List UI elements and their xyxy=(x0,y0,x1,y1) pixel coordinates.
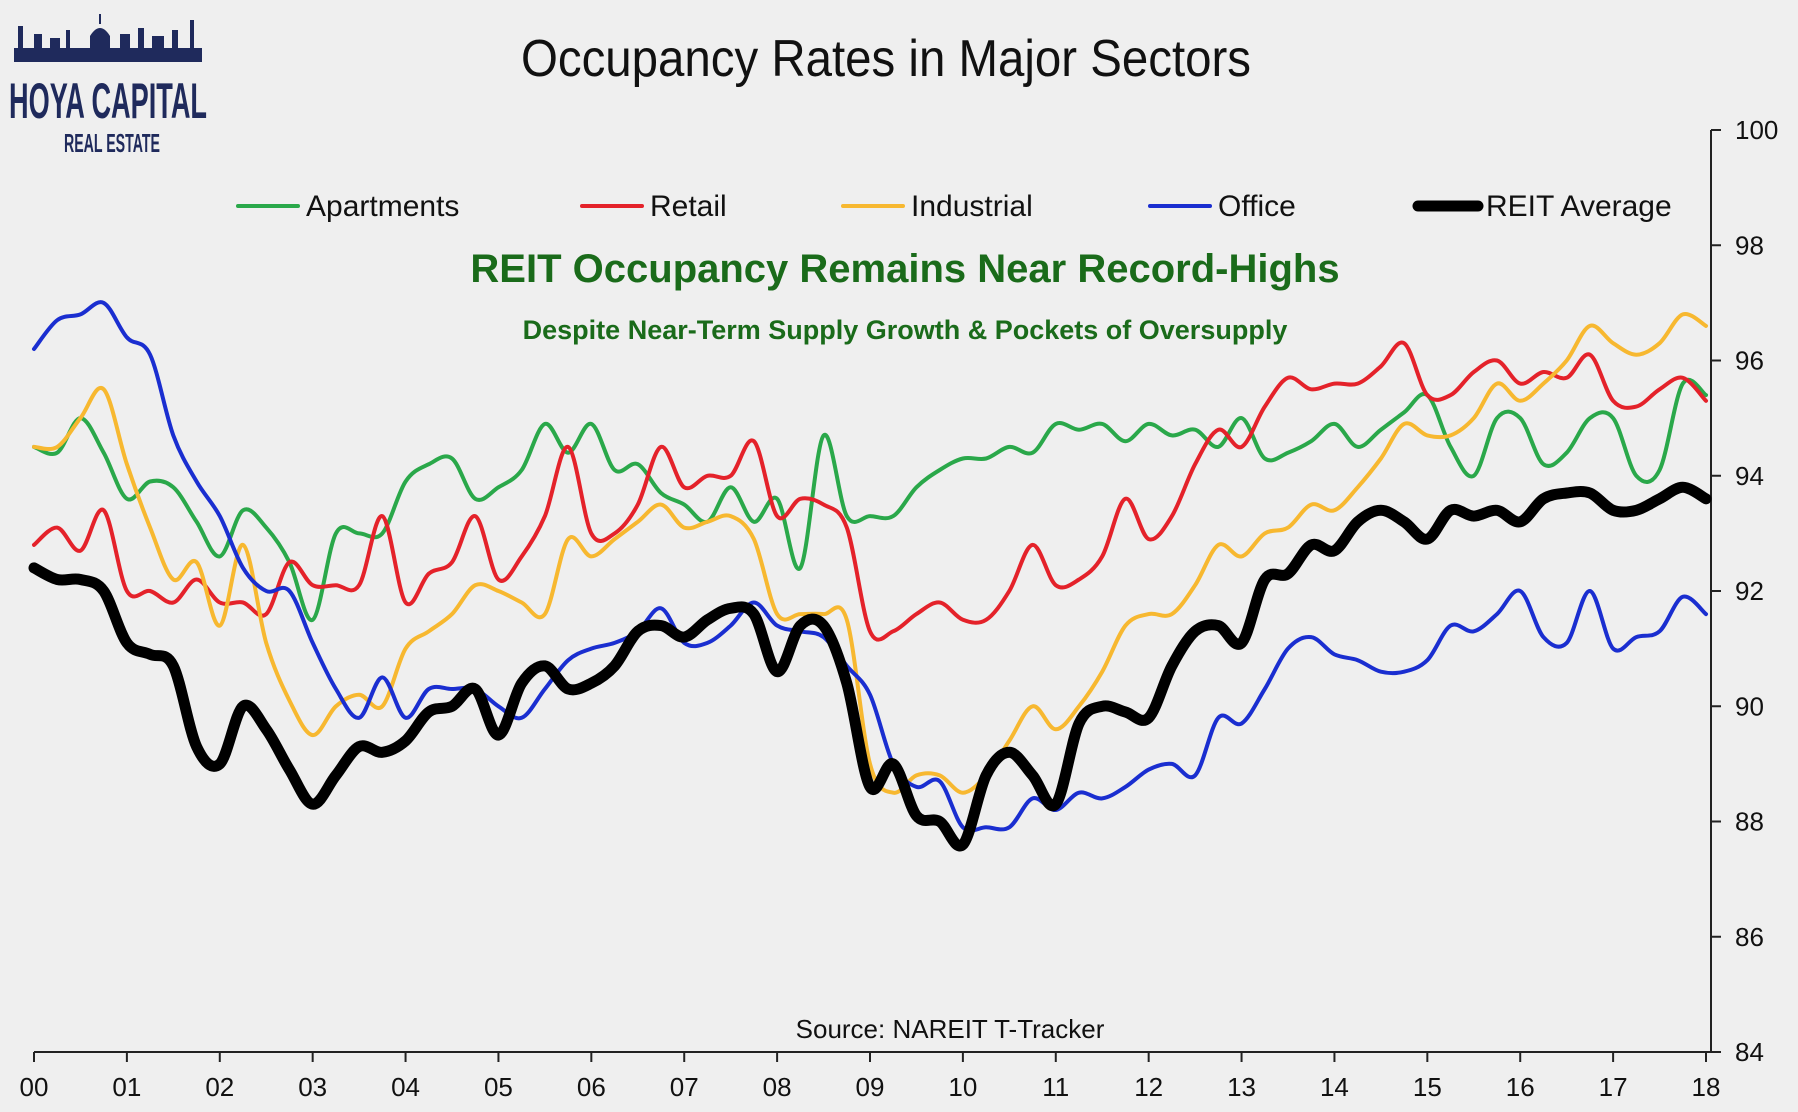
y-tick-label: 86 xyxy=(1735,922,1764,952)
legend-label-retail: Retail xyxy=(650,190,727,223)
series-line-retail xyxy=(32,340,1708,642)
x-tick-label: 01 xyxy=(112,1072,141,1102)
x-tick-label: 12 xyxy=(1134,1072,1163,1102)
x-tick-label: 09 xyxy=(856,1072,885,1102)
x-tick-label: 18 xyxy=(1692,1072,1721,1102)
y-axis-ticks: 84 86 88 90 92 94 96 98 100 xyxy=(1711,115,1778,1067)
y-tick-label: 98 xyxy=(1735,230,1764,260)
legend-label-reit-average: REIT Average xyxy=(1486,190,1672,223)
y-tick-label: 84 xyxy=(1735,1037,1764,1067)
logo-line2: REAL ESTATE xyxy=(64,128,160,158)
y-tick-label: 90 xyxy=(1735,691,1764,721)
x-tick-label: 11 xyxy=(1042,1072,1069,1102)
chart-series xyxy=(28,300,1712,852)
x-tick-label: 16 xyxy=(1506,1072,1535,1102)
series-line-apartments xyxy=(32,377,1708,622)
x-tick-label: 06 xyxy=(577,1072,606,1102)
x-tick-label: 07 xyxy=(670,1072,699,1102)
y-tick-label: 96 xyxy=(1735,346,1764,376)
series-line-industrial xyxy=(32,312,1708,795)
chart-subheadline: Despite Near-Term Supply Growth & Pocket… xyxy=(523,315,1288,345)
chart-source: Source: NAREIT T-Tracker xyxy=(796,1014,1105,1044)
skyline-icon xyxy=(14,14,202,62)
legend-label-apartments: Apartments xyxy=(306,190,459,223)
hoya-capital-logo: HOYA CAPITAL REAL ESTATE xyxy=(9,14,207,158)
x-tick-label: 03 xyxy=(298,1072,327,1102)
x-tick-label: 14 xyxy=(1320,1072,1349,1102)
x-tick-label: 10 xyxy=(948,1072,977,1102)
x-tick-label: 04 xyxy=(391,1072,420,1102)
logo-line1: HOYA CAPITAL xyxy=(9,73,207,129)
x-axis-ticks: 00 01 02 03 04 05 06 07 08 09 10 11 12 13 14 15 16 17 18 xyxy=(20,1052,1721,1102)
x-tick-label: 13 xyxy=(1227,1072,1256,1102)
y-tick-label: 92 xyxy=(1735,576,1764,606)
y-tick-label: 100 xyxy=(1735,115,1778,145)
chart-title: Occupancy Rates in Major Sectors xyxy=(521,30,1251,88)
series-line-reit-average xyxy=(28,481,1712,852)
x-tick-label: 17 xyxy=(1599,1072,1628,1102)
x-tick-label: 05 xyxy=(484,1072,513,1102)
x-tick-label: 00 xyxy=(20,1072,49,1102)
y-tick-label: 88 xyxy=(1735,807,1764,837)
y-tick-label: 94 xyxy=(1735,461,1764,491)
chart-headline: REIT Occupancy Remains Near Record-Highs xyxy=(470,247,1339,291)
x-tick-label: 02 xyxy=(205,1072,234,1102)
legend-label-industrial: Industrial xyxy=(911,190,1033,223)
x-tick-label: 15 xyxy=(1413,1072,1442,1102)
chart-legend: Apartments Retail Industrial Office REIT Ave… xyxy=(236,190,1672,223)
x-tick-label: 08 xyxy=(763,1072,792,1102)
series-line-office xyxy=(32,300,1708,833)
legend-label-office: Office xyxy=(1218,190,1296,223)
